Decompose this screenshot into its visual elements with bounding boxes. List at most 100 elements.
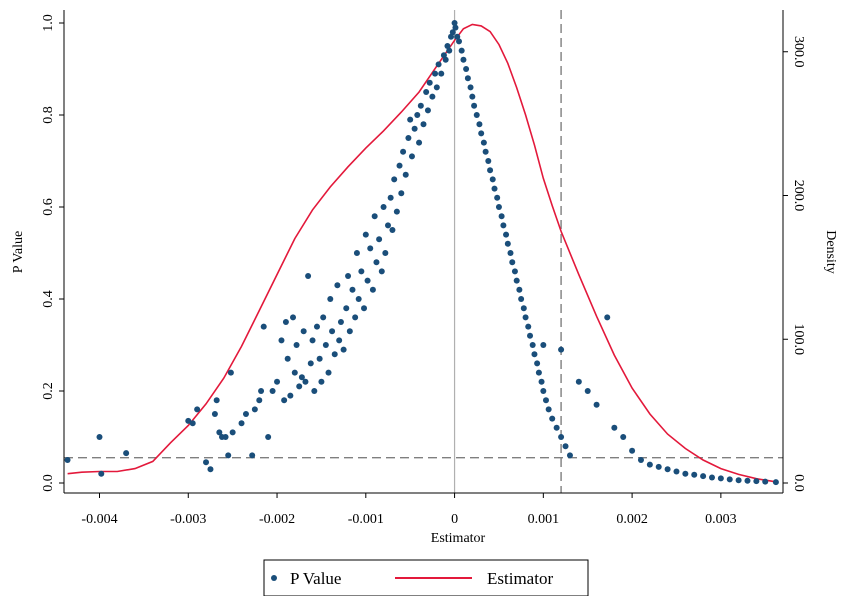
p-value-point — [584, 388, 591, 394]
p-value-point — [518, 296, 525, 302]
p-value-point — [535, 369, 542, 376]
p-value-point — [538, 378, 545, 385]
p-value-point — [435, 61, 442, 68]
p-value-point — [361, 305, 368, 312]
p-value-point — [396, 162, 403, 169]
p-value-point — [682, 470, 689, 477]
p-value-point — [495, 204, 502, 210]
p-value-point — [238, 420, 245, 427]
p-value-point — [400, 148, 407, 155]
p-value-point — [287, 392, 294, 399]
p-value-point — [611, 424, 618, 431]
p-value-point — [207, 466, 214, 473]
p-value-point — [476, 121, 483, 128]
y-tick-label: 0.2 — [41, 382, 56, 400]
p-value-point — [302, 378, 309, 385]
p-value-point — [463, 66, 470, 72]
p-value-point — [429, 93, 436, 100]
p-value-point — [194, 406, 201, 413]
y-tick-label: 0.4 — [41, 290, 56, 308]
p-value-point — [525, 323, 532, 330]
p-value-point — [282, 319, 289, 325]
p-value-point — [420, 121, 427, 128]
legend: P Value Estimator — [263, 559, 589, 596]
p-value-series — [64, 20, 779, 486]
p-value-point — [265, 434, 272, 440]
p-value-point — [772, 479, 779, 486]
p-value-point — [442, 56, 449, 63]
p-value-point — [593, 401, 600, 408]
p-value-point — [225, 452, 232, 459]
y2-tick-label: 100.0 — [791, 324, 806, 356]
p-value-point — [540, 342, 547, 348]
p-value-point — [364, 277, 371, 284]
p-value-point — [96, 434, 103, 440]
p-value-point — [467, 84, 474, 91]
p-value-point — [534, 360, 541, 367]
p-value-point — [646, 461, 653, 468]
p-value-point — [531, 351, 538, 358]
estimator-series — [67, 23, 775, 483]
p-value-point — [655, 463, 662, 470]
p-value-point — [558, 346, 565, 353]
p-value-point — [189, 420, 196, 427]
p-value-point — [352, 314, 359, 321]
p-value-point — [346, 328, 353, 335]
p-value-point — [423, 89, 430, 95]
p-value-point — [345, 273, 352, 279]
p-value-point — [367, 245, 374, 252]
p-value-point — [353, 250, 360, 256]
p-value-point — [664, 466, 671, 473]
p-value-point — [337, 319, 344, 325]
x-tick-label: 0.003 — [705, 512, 737, 527]
x-tick-label: -0.002 — [259, 512, 295, 527]
p-value-point — [274, 378, 281, 385]
p-value-point — [256, 397, 263, 404]
p-value-point — [309, 337, 316, 344]
x-tick-label: 0 — [451, 512, 458, 527]
p-value-point — [251, 406, 258, 413]
p-value-point — [203, 459, 210, 466]
axes — [59, 10, 788, 498]
p-value-point — [487, 167, 494, 174]
p-value-point — [407, 116, 414, 123]
p-value-point — [387, 194, 394, 201]
y-tick-label: 1.0 — [41, 14, 56, 32]
p-value-point — [291, 369, 298, 376]
legend-p-value-label: P Value — [290, 569, 341, 588]
p-value-point — [185, 417, 192, 424]
p-value-point — [229, 429, 236, 436]
p-value-point — [558, 434, 565, 440]
p-value-point — [446, 47, 453, 54]
p-value-point — [471, 102, 478, 109]
p-value-point — [281, 397, 288, 404]
p-value-point — [296, 383, 303, 390]
p-value-point — [452, 24, 459, 31]
p-value-point — [454, 33, 461, 40]
p-value-point — [389, 227, 396, 233]
legend-estimator-label: Estimator — [487, 569, 553, 588]
p-value-point — [575, 378, 582, 385]
p-value-point — [402, 171, 409, 178]
y-tick-label: 0.6 — [41, 198, 56, 216]
p-value-point — [458, 47, 465, 54]
p-value-point — [393, 208, 400, 215]
x-axis-title: Estimator — [431, 531, 486, 546]
p-value-point — [637, 457, 644, 463]
p-value-point — [708, 474, 715, 481]
p-value-point — [511, 268, 518, 275]
p-value-point — [753, 478, 760, 485]
p-value-point — [349, 286, 356, 293]
x-tick-label: -0.003 — [170, 512, 206, 527]
p-value-point — [545, 406, 552, 413]
p-value-point — [211, 411, 218, 417]
p-value-point — [503, 231, 510, 238]
p-value-point — [249, 452, 256, 459]
p-value-point — [417, 102, 424, 109]
p-value-point — [327, 296, 334, 302]
p-value-point — [416, 139, 423, 146]
p-value-point — [478, 130, 485, 137]
p-value-point — [735, 477, 742, 484]
p-value-point — [520, 305, 527, 312]
